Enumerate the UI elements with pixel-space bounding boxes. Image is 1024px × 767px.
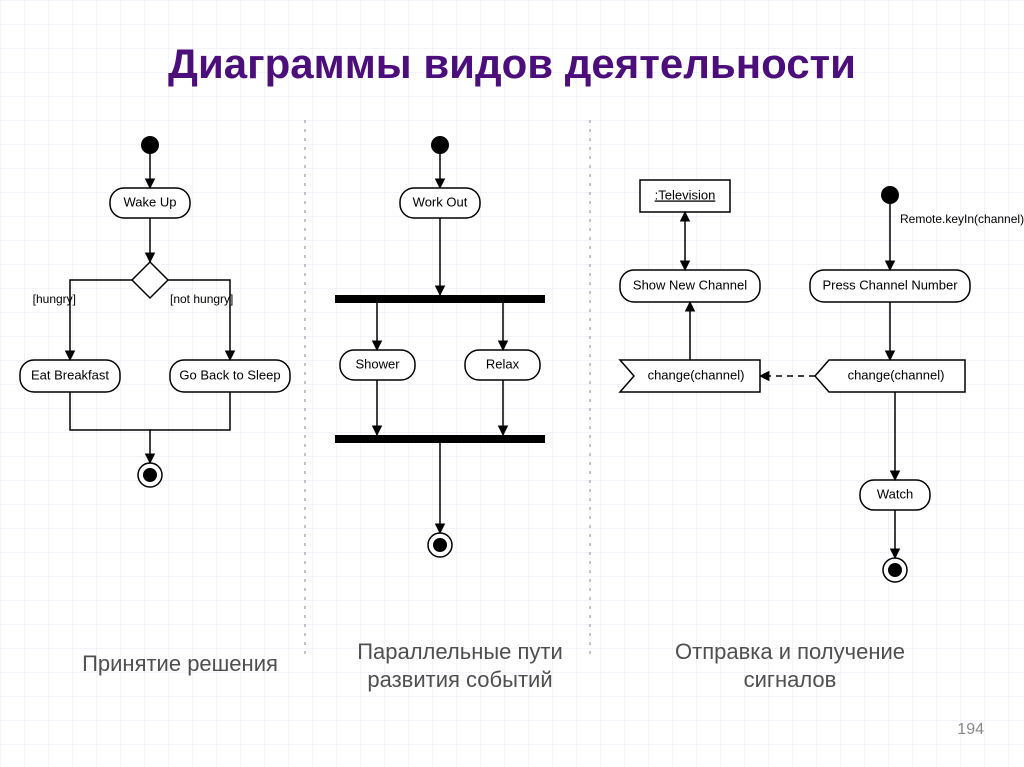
p1-edge-2	[70, 280, 132, 360]
p1-wakeup: Wake Up	[110, 188, 190, 218]
p3-receive-change-channel: change(channel)	[620, 360, 760, 392]
p2-workout: Work Out	[400, 188, 480, 218]
p1-eat-breakfast: Eat Breakfast	[20, 360, 120, 392]
svg-text:Watch: Watch	[877, 486, 913, 501]
diagram-stage: Wake Up[hungry][not hungry]Eat Breakfast…	[0, 0, 1024, 767]
p2-relax: Relax	[465, 350, 540, 380]
svg-text:Press Channel Number: Press Channel Number	[822, 277, 958, 292]
svg-text:Wake Up: Wake Up	[124, 194, 177, 209]
svg-text:Shower: Shower	[355, 356, 400, 371]
p1-decision	[132, 262, 168, 298]
p1-final	[138, 463, 162, 487]
svg-text:change(channel): change(channel)	[648, 367, 745, 382]
svg-text:Eat Breakfast: Eat Breakfast	[31, 367, 109, 382]
p3-show-new-channel: Show New Channel	[620, 270, 760, 302]
svg-text:Go Back to Sleep: Go Back to Sleep	[179, 367, 280, 382]
p3-watch: Watch	[860, 480, 930, 510]
p1-initial	[141, 136, 159, 154]
svg-text::Television: :Television	[655, 187, 716, 202]
p2-fork-bar	[335, 295, 545, 303]
p1-edge-5	[150, 392, 230, 430]
p1-go-back-to-sleep: Go Back to Sleep	[170, 360, 290, 392]
p3-final	[883, 558, 907, 582]
p2-shower: Shower	[340, 350, 415, 380]
p3-television-object: :Television	[640, 180, 730, 212]
p2-initial	[431, 136, 449, 154]
svg-text:[not hungry]: [not hungry]	[170, 292, 233, 306]
svg-text:Work Out: Work Out	[413, 194, 468, 209]
svg-text:Show New Channel: Show New Channel	[633, 277, 747, 292]
svg-text:Remote.keyIn(channel): Remote.keyIn(channel)	[900, 212, 1024, 226]
svg-text:change(channel): change(channel)	[848, 367, 945, 382]
p3-send-change-channel: change(channel)	[815, 360, 965, 392]
p3-initial	[881, 186, 899, 204]
p2-join-bar	[335, 435, 545, 443]
p2-final	[428, 533, 452, 557]
p1-edge-4	[70, 392, 150, 463]
svg-text:Relax: Relax	[486, 356, 520, 371]
p3-press-channel-number: Press Channel Number	[810, 270, 970, 302]
